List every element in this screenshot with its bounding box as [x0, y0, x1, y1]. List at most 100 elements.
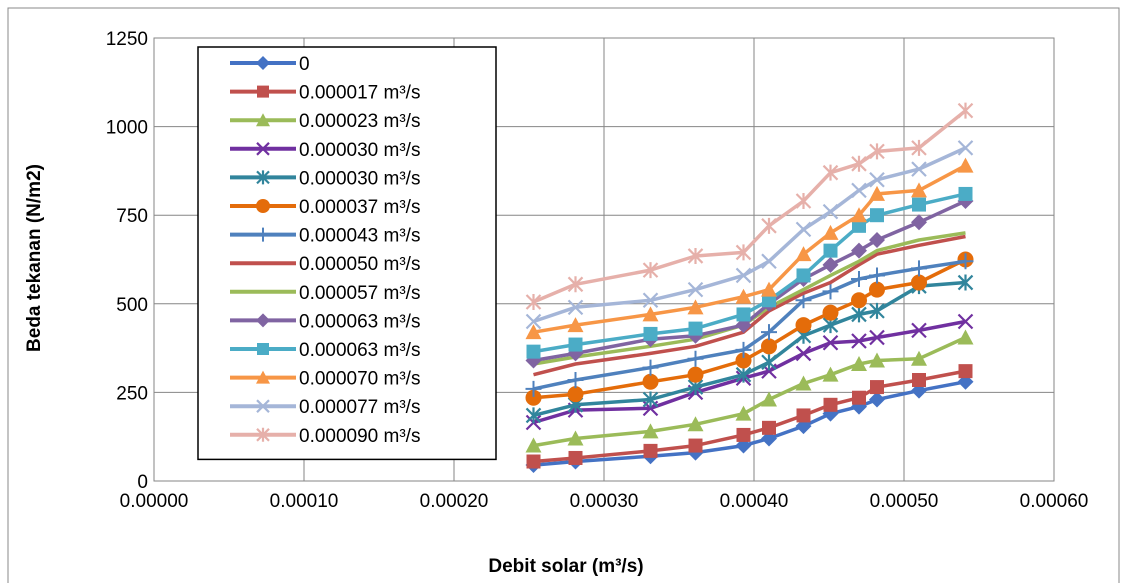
legend-label: 0.000017 m³/s [299, 83, 420, 104]
x-tick-label: 0.00050 [870, 491, 939, 512]
series-11 [525, 157, 974, 340]
legend-item: 0.000063 m³/s [230, 340, 420, 361]
data-point [869, 391, 885, 408]
data-point [851, 356, 867, 372]
y-axis-title: Beda tekanan (N/m2) [24, 164, 45, 352]
series-layer [525, 102, 974, 474]
data-point [761, 354, 777, 371]
legend-item: 0.000037 m³/s [230, 197, 420, 218]
legend-item: 0.000050 m³/s [230, 254, 420, 275]
x-tick-label: 0.00010 [270, 491, 339, 512]
series-13 [525, 102, 974, 311]
data-point [761, 217, 777, 234]
data-point [256, 427, 270, 442]
data-point [869, 352, 885, 368]
data-point [957, 157, 974, 173]
data-point [851, 306, 867, 323]
x-tick-label: 0.00020 [420, 491, 489, 512]
series-line [532, 109, 967, 304]
data-point [735, 366, 752, 383]
data-point [870, 380, 884, 395]
data-point [762, 420, 776, 435]
series-line [533, 335, 967, 448]
data-point [687, 247, 704, 264]
data-point [822, 164, 839, 181]
legend-item: 0.000090 m³/s [230, 426, 420, 447]
series-12 [525, 140, 974, 330]
data-point [642, 306, 659, 322]
series-6 [525, 253, 974, 397]
legend-label: 0.000023 m³/s [299, 111, 420, 132]
data-point [643, 326, 658, 341]
data-point [735, 267, 752, 284]
data-point [795, 221, 812, 238]
legend-label: 0.000077 m³/s [299, 397, 420, 418]
data-point [823, 243, 838, 258]
data-point [851, 207, 867, 223]
series-line [533, 259, 966, 391]
data-point [796, 408, 811, 423]
data-point [735, 352, 752, 369]
data-point [911, 350, 927, 366]
data-point [822, 366, 839, 382]
data-point [761, 281, 777, 297]
data-point [869, 171, 885, 188]
data-point [911, 274, 927, 291]
data-point [911, 260, 927, 277]
legend-item: 0.000017 m³/s [230, 83, 420, 104]
data-point [642, 373, 659, 390]
data-point [525, 324, 542, 340]
data-point [822, 335, 839, 351]
data-point [958, 186, 973, 201]
data-point [257, 343, 269, 355]
legend-box [197, 46, 497, 461]
data-point [256, 113, 270, 127]
data-point [957, 253, 974, 270]
data-point [567, 430, 584, 446]
legend-item: 0.000063 m³/s [230, 311, 420, 332]
data-point [851, 155, 867, 172]
data-point [869, 232, 885, 249]
data-point [642, 292, 659, 309]
data-point [736, 427, 751, 442]
data-point [567, 371, 584, 388]
data-point [822, 283, 839, 300]
data-point [568, 450, 583, 465]
data-point [525, 294, 542, 311]
data-point [851, 333, 867, 349]
tick-labels: 0.00000 0.00010 0.00020 0.00030 0.00040 0.000… [106, 29, 1089, 512]
data-point [736, 307, 751, 322]
data-point [687, 350, 704, 367]
series-10 [526, 186, 973, 359]
data-point [525, 389, 542, 406]
series-7 [533, 234, 966, 377]
legend-label: 0.000030 m³/s [299, 140, 420, 161]
series-2 [525, 329, 974, 453]
data-point [851, 292, 867, 309]
legend-label: 0.000050 m³/s [299, 254, 420, 275]
legend-label: 0.000030 m³/s [299, 168, 420, 189]
legend-label: 0.000057 m³/s [299, 283, 420, 304]
data-point [642, 391, 659, 408]
legend-item: 0.000043 m³/s [230, 226, 420, 247]
data-point [851, 182, 867, 199]
y-tick-label: 750 [116, 206, 148, 227]
data-point [851, 242, 867, 259]
legend-label: 0.000043 m³/s [299, 226, 420, 247]
data-point [761, 253, 777, 270]
series-5 [525, 251, 974, 406]
series-line [533, 380, 966, 467]
data-point [525, 380, 542, 397]
data-point [256, 199, 270, 213]
x-axis-title: Debit solar (m³/s) [488, 556, 643, 577]
data-point [795, 317, 812, 334]
legend-label: 0.000063 m³/s [299, 340, 420, 361]
data-point [256, 170, 270, 185]
data-point [870, 208, 884, 223]
y-tick-label: 0 [137, 472, 148, 493]
data-point [869, 281, 885, 298]
legend-item: 0.000057 m³/s [230, 283, 420, 304]
data-point [735, 405, 752, 421]
